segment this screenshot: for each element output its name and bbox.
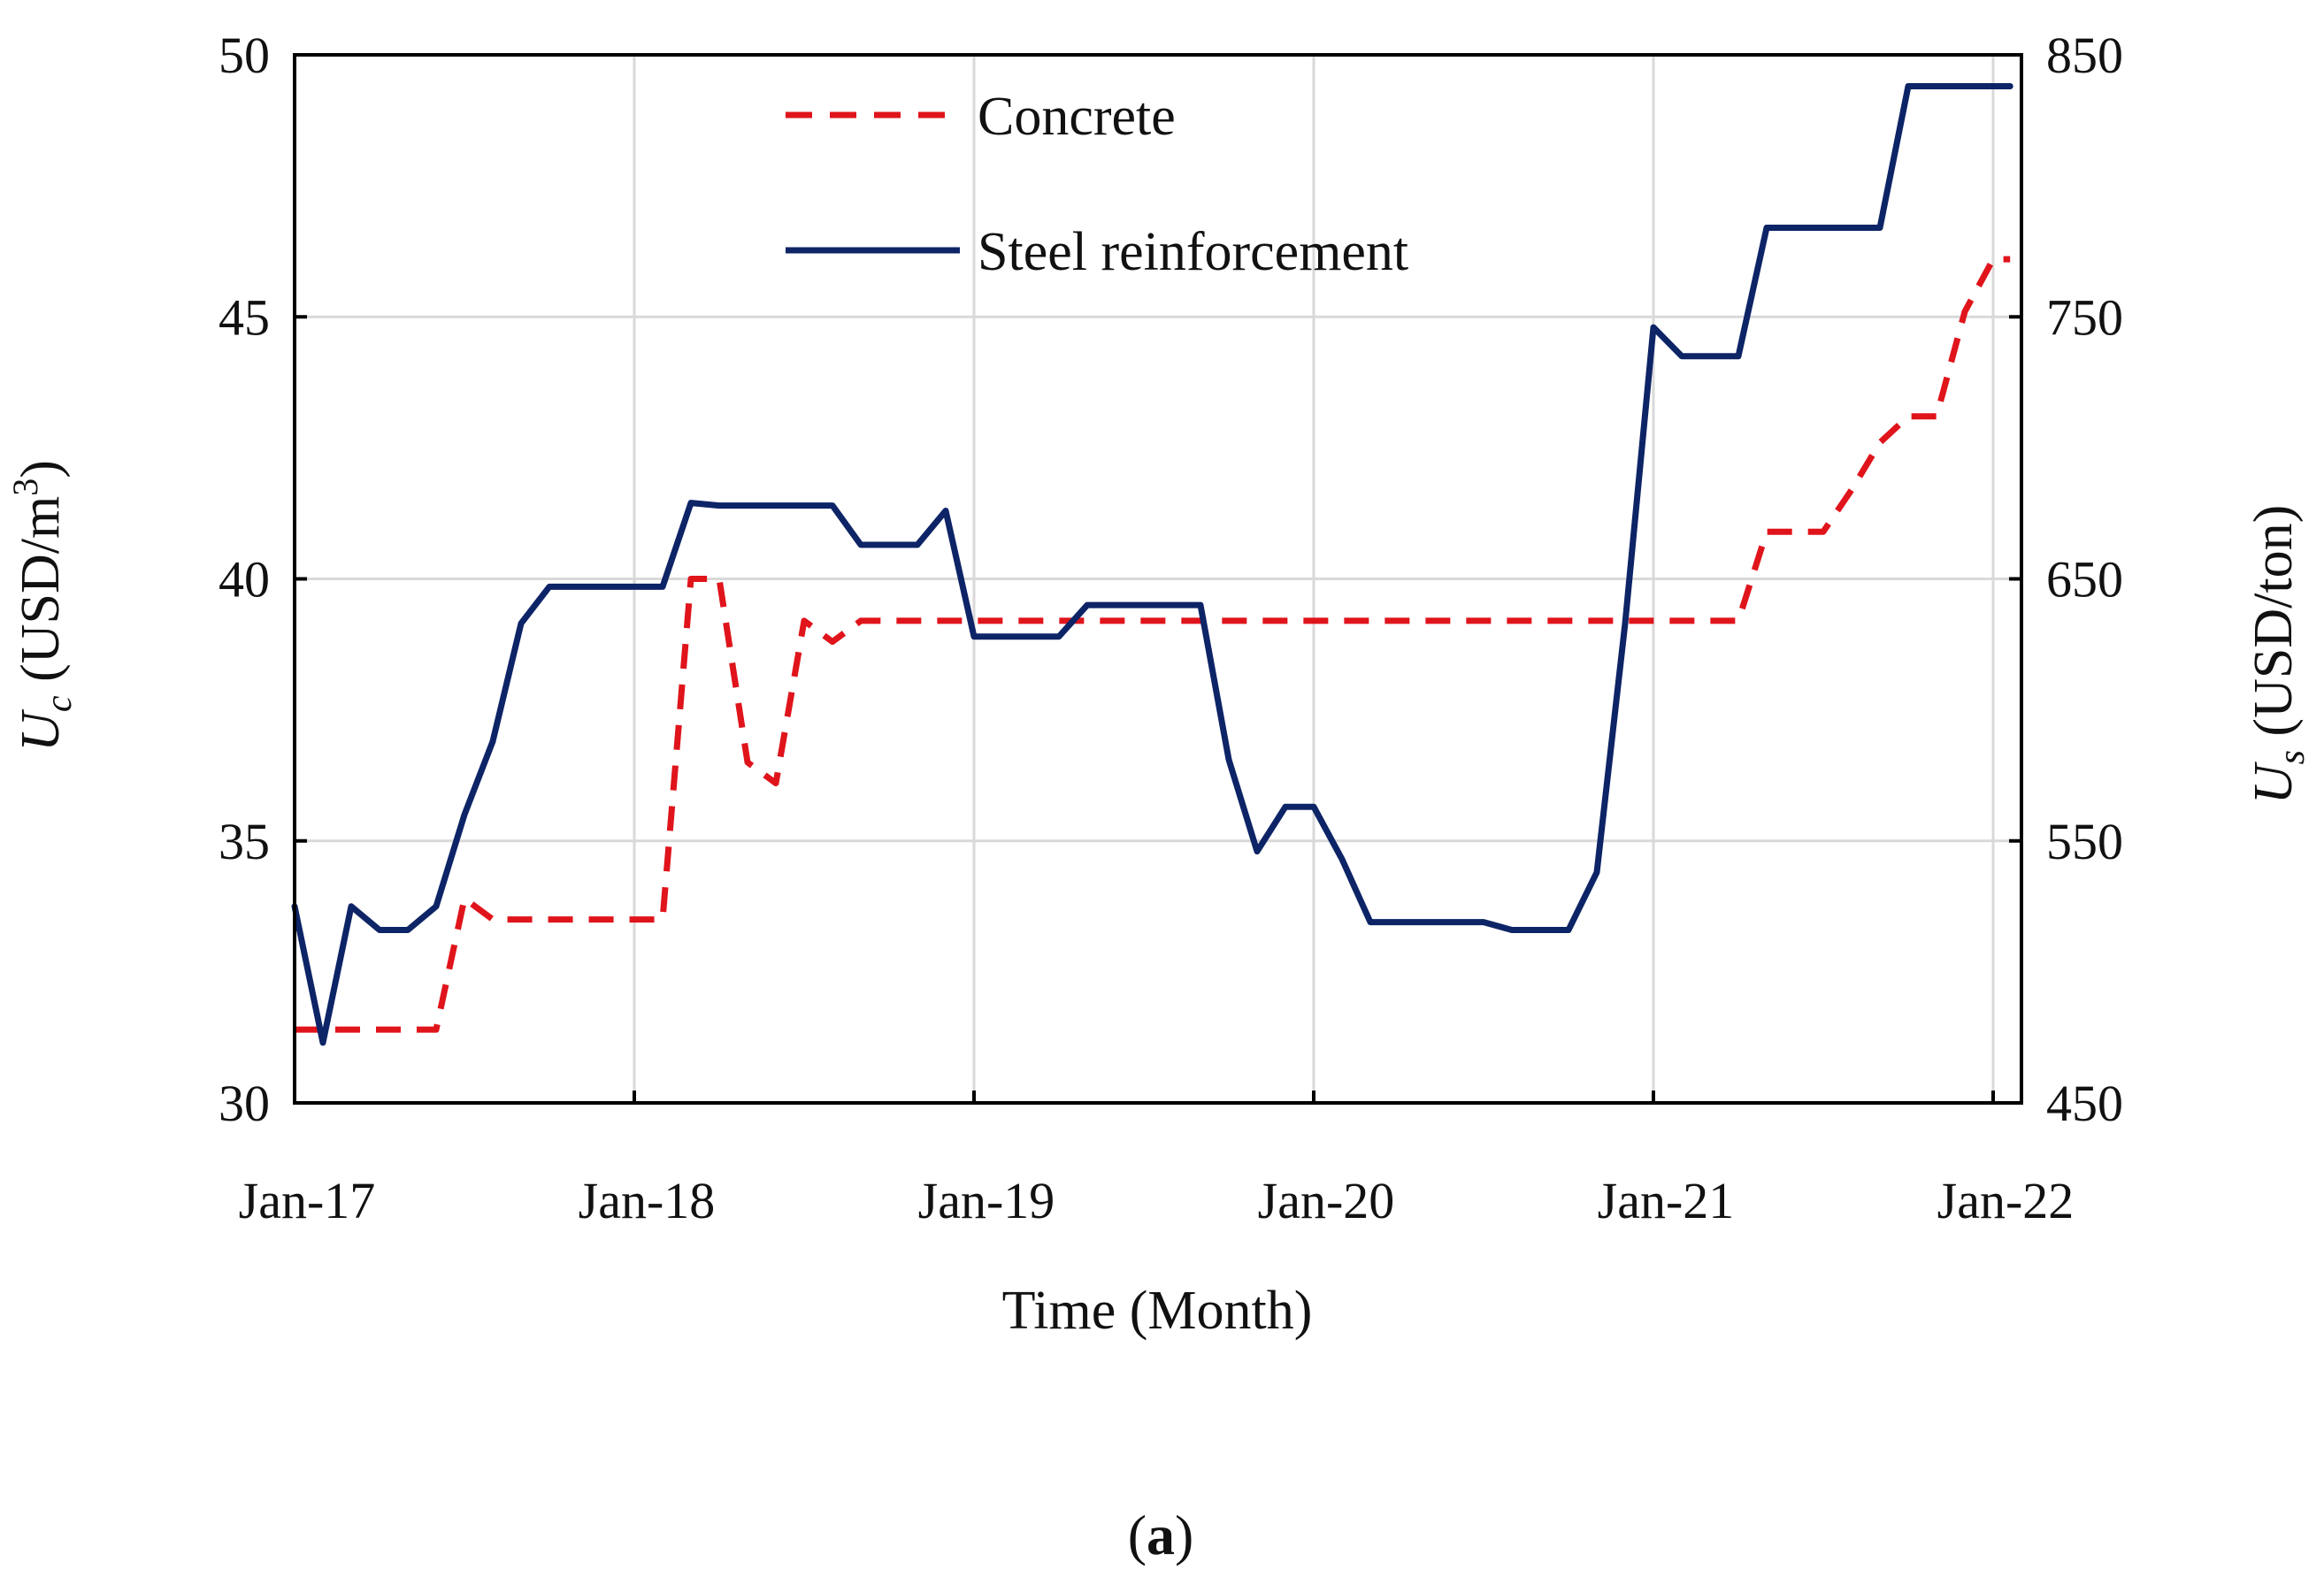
y-left-unit: (USD/m	[11, 496, 71, 696]
x-tick-label: Jan-22	[1937, 1172, 2075, 1229]
x-tick-label: Jan-17	[239, 1172, 376, 1229]
y-left-subscript: c	[39, 695, 80, 712]
gridlines	[295, 53, 2021, 1105]
caption-letter: a	[1147, 1504, 1175, 1566]
x-tick-label: Jan-19	[918, 1172, 1055, 1229]
x-tick-label: Jan-18	[579, 1172, 716, 1229]
legend: Concrete Steel reinforcement	[786, 87, 1408, 282]
y-right-tick-label: 450	[2046, 1075, 2123, 1132]
y-left-superscript: 3	[5, 478, 45, 496]
y-right-subscript: s	[2272, 750, 2312, 764]
series-lines	[291, 83, 2013, 1046]
series-line-steel-reinforcement	[291, 83, 2013, 1046]
y-axis-right-title: Us (USD/ton)	[2243, 505, 2312, 804]
y-right-tick-label: 650	[2046, 551, 2123, 608]
y-left-symbol: U	[11, 708, 71, 752]
x-axis-title: Time (Month)	[1002, 1281, 1313, 1341]
x-tick-label: Jan-21	[1598, 1172, 1735, 1229]
y-left-tick-label: 45	[219, 288, 270, 346]
series-line-concrete	[295, 256, 2011, 1033]
y-right-tick-label: 850	[2046, 27, 2123, 84]
y-right-tick-label: 750	[2046, 288, 2123, 346]
y-left-tick-label: 50	[219, 27, 270, 84]
figure-caption: (a)	[1128, 1504, 1194, 1566]
y-right-unit: (USD/ton)	[2243, 505, 2304, 750]
y-left-close: )	[11, 460, 71, 478]
y-left-tick-label: 30	[219, 1075, 270, 1132]
tick-marks	[293, 53, 2021, 1105]
x-tick-label: Jan-20	[1258, 1172, 1395, 1229]
y-axis-left-title: Uc (USD/m3)	[5, 460, 80, 752]
y-right-tick-label: 550	[2046, 813, 2123, 870]
y-left-tick-label: 35	[219, 813, 270, 870]
legend-concrete-label: Concrete	[978, 87, 1176, 147]
legend-steel-label: Steel reinforcement	[978, 222, 1408, 282]
y-left-tick-label: 40	[219, 551, 270, 608]
tick-labels: 30 450 35 550 40 650 45 750 50 850 Jan-17 Jan-18 Jan…	[219, 27, 2123, 1229]
y-right-symbol: U	[2243, 761, 2304, 804]
